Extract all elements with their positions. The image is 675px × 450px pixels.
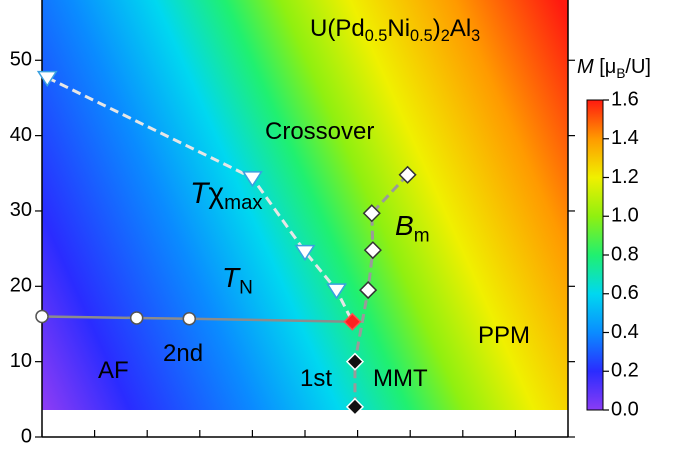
annotation-part: m (414, 225, 430, 246)
y-tick-label: 0 (21, 425, 32, 447)
point (36, 70, 58, 87)
annotation-part: Al (450, 15, 471, 42)
annotation-part: 2nd (163, 340, 203, 367)
annotation-part: T (190, 177, 211, 210)
point (359, 281, 378, 300)
annotation: Tχmax (190, 177, 263, 214)
annotation-part: ) (433, 15, 441, 42)
colorbar-label-part: B (616, 66, 625, 81)
colorbar-tick-label: 0.4 (611, 321, 639, 343)
y-tick-label: 30 (10, 199, 32, 221)
curve (353, 173, 409, 407)
y-tick-label: 40 (10, 124, 32, 146)
annotation-part: 2 (441, 28, 450, 46)
annotation-part: 0.5 (365, 28, 388, 46)
annotation: PPM (478, 322, 530, 349)
colorbar (586, 99, 604, 411)
colorbar-label-part: [μ (594, 56, 617, 78)
annotation-part: B (395, 210, 414, 241)
annotation: 1st (300, 365, 332, 392)
colorbar-tick-label: 1.4 (611, 127, 639, 149)
colorbar-tick-label: 0.6 (611, 282, 639, 304)
annotation: Crossover (265, 118, 374, 145)
annotation-part: Ni (387, 15, 410, 42)
annotation-part: Crossover (265, 118, 374, 145)
annotation: U(Pd0.5Ni0.5)2Al3 (310, 15, 480, 45)
annotation-part: N (239, 277, 253, 298)
colorbar-tick-label: 1.0 (611, 205, 639, 227)
annotation-part: PPM (478, 322, 530, 349)
point (345, 397, 365, 416)
point (326, 283, 347, 300)
point (129, 311, 144, 325)
annotation-part: max (224, 192, 263, 214)
colorbar-tick-label: 0.0 (611, 398, 639, 420)
y-tick-label: 20 (10, 275, 32, 297)
y-tick-label: 10 (10, 350, 32, 372)
point (242, 171, 263, 188)
point (362, 204, 381, 223)
annotation-part: 3 (471, 28, 480, 46)
point (398, 165, 417, 184)
point (345, 352, 365, 371)
point (294, 244, 316, 262)
annotation: AF (98, 357, 129, 384)
heatmap (42, 0, 568, 410)
colorbar-label-part: /U] (625, 56, 651, 78)
annotation-part: AF (98, 357, 129, 384)
point (363, 241, 382, 260)
annotation-part: MMT (373, 365, 428, 392)
annotation-part: χ (208, 177, 224, 210)
colorbar-tick-label: 0.8 (611, 243, 639, 265)
point (343, 312, 362, 331)
annotation-part: 1st (300, 365, 332, 392)
colorbar-tick-label: 1.2 (611, 166, 639, 188)
annotation-part: T (222, 262, 241, 293)
annotation: MMT (373, 365, 428, 392)
annotation: Bm (395, 210, 430, 246)
colorbar-label-part: M (577, 56, 594, 78)
point (182, 311, 197, 326)
y-tick-label: 50 (10, 49, 32, 71)
curve (41, 315, 353, 323)
colorbar-tick-label: 1.6 (611, 88, 639, 110)
annotation-part: U(Pd (310, 15, 365, 42)
curve (46, 76, 354, 323)
annotation: TN (222, 262, 253, 298)
colorbar-label: M [μB/U] (577, 56, 651, 80)
colorbar-tick-label: 0.2 (611, 360, 639, 382)
point (35, 309, 49, 324)
annotation-part: 0.5 (410, 28, 433, 46)
annotation: 2nd (163, 340, 203, 367)
